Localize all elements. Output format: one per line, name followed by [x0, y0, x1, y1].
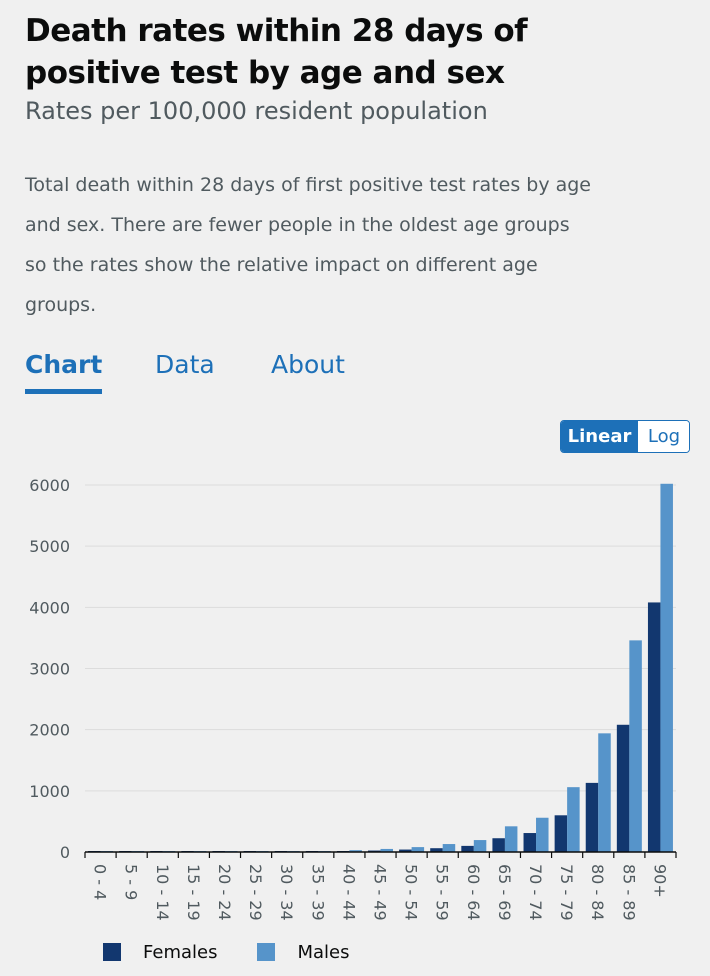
x-tick-label: 45 - 49: [371, 864, 390, 921]
bar-males: [349, 850, 362, 852]
bar-females: [430, 848, 443, 852]
y-tick-label: 4000: [29, 598, 70, 617]
x-tick-label: 75 - 79: [557, 864, 576, 921]
tab-data[interactable]: Data: [155, 350, 215, 379]
bar-males: [380, 848, 393, 852]
chart-description: Total death within 28 days of first posi…: [25, 174, 591, 316]
legend-label-males: Males: [297, 941, 350, 963]
bar-females: [647, 602, 661, 852]
bar-females: [523, 833, 537, 852]
y-tick-label: 5000: [29, 537, 70, 556]
x-tick-label: 35 - 39: [308, 864, 327, 921]
x-tick-label: 5 - 9: [122, 864, 141, 900]
y-tick-label: 3000: [29, 660, 70, 679]
x-tick-label: 25 - 29: [246, 864, 265, 921]
bar-males: [629, 640, 642, 852]
y-tick-label: 1000: [29, 782, 70, 801]
scale-toggle: Linear Log: [560, 420, 690, 453]
x-tick-label: 80 - 84: [588, 864, 607, 921]
y-tick-label: 0: [60, 843, 70, 862]
x-tick-label: 55 - 59: [433, 864, 452, 921]
x-tick-label: 60 - 64: [464, 864, 483, 921]
page-title: Death rates within 28 days of positive t…: [25, 13, 528, 91]
bar-females: [461, 845, 474, 852]
legend-label-females: Females: [143, 941, 218, 963]
bar-males: [411, 847, 425, 852]
x-tick-label: 15 - 19: [184, 864, 203, 921]
x-tick-label: 10 - 14: [153, 864, 172, 921]
bar-males: [567, 787, 580, 852]
x-tick-label: 70 - 74: [526, 864, 545, 921]
y-tick-label: 6000: [29, 476, 70, 495]
bar-females: [492, 838, 505, 852]
x-tick-label: 65 - 69: [495, 864, 514, 921]
y-tick-label: 2000: [29, 721, 70, 740]
log-scale-button[interactable]: Log: [638, 421, 689, 452]
tab-about[interactable]: About: [271, 350, 345, 379]
bar-males: [473, 840, 487, 852]
bar-females: [554, 815, 568, 852]
bar-chart: 0 1000 2000 3000 4000 5000 6000 0 - 4 5 - 9 10 - …: [29, 476, 677, 921]
chart-legend: Females Males: [103, 940, 389, 964]
bar-males: [536, 817, 549, 852]
x-tick-label: 90+: [650, 864, 669, 898]
tab-chart[interactable]: Chart: [25, 350, 103, 394]
x-tick-label: 40 - 44: [339, 864, 358, 921]
legend-item-males: Males: [257, 942, 349, 963]
linear-scale-button[interactable]: Linear: [561, 421, 638, 452]
tab-bar: Chart Data About: [25, 350, 685, 398]
bar-females: [585, 782, 599, 852]
legend-swatch-females: [103, 943, 121, 961]
x-tick-label: 20 - 24: [215, 864, 234, 921]
bar-males: [504, 826, 518, 852]
legend-item-females: Females: [103, 942, 217, 963]
x-tick-label: 50 - 54: [402, 864, 421, 921]
page-subtitle: Rates per 100,000 resident population: [25, 97, 488, 125]
bar-males: [660, 483, 673, 852]
x-tick-label: 85 - 89: [619, 864, 638, 921]
x-tick-label: 0 - 4: [91, 864, 110, 900]
x-tick-label: 30 - 34: [277, 864, 296, 921]
bar-males: [442, 844, 456, 852]
legend-swatch-males: [257, 943, 276, 961]
bar-females: [399, 849, 412, 852]
bar-females: [616, 724, 630, 852]
bar-males: [598, 733, 611, 852]
